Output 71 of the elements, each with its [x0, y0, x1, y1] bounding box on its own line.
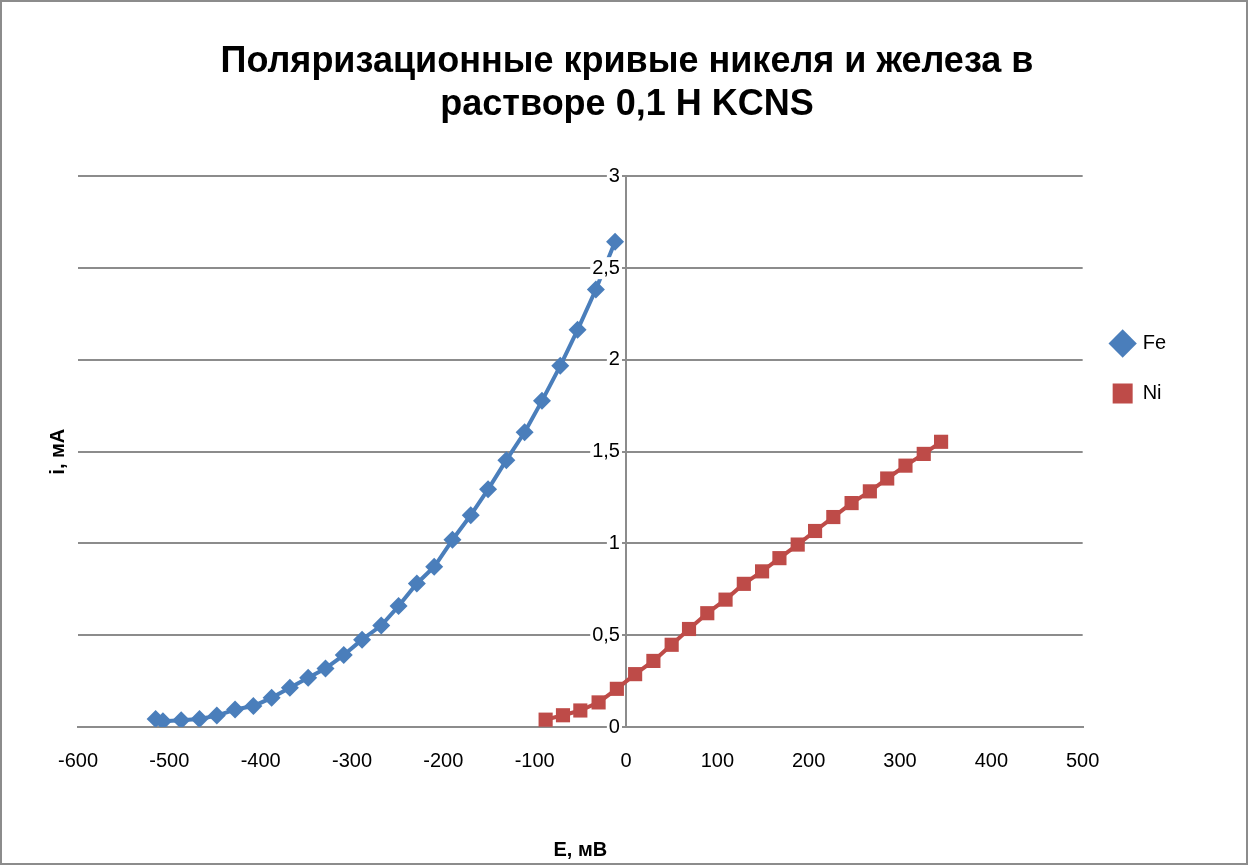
point — [551, 356, 570, 375]
point — [515, 423, 534, 442]
point — [609, 681, 624, 696]
y-tick-label: 1,5 — [592, 439, 620, 462]
point — [407, 574, 426, 593]
point — [862, 484, 877, 499]
point — [372, 616, 391, 635]
point — [497, 451, 516, 470]
point — [772, 551, 787, 566]
y-tick-label: 0,5 — [592, 622, 620, 645]
point — [316, 659, 335, 678]
point — [555, 708, 571, 723]
y-tick-label: 0 — [608, 714, 620, 737]
point — [844, 496, 859, 511]
point — [353, 630, 372, 649]
y-tick-label: 2,5 — [592, 255, 620, 278]
legend-label: Ni — [1142, 381, 1162, 404]
point — [826, 509, 841, 525]
point — [664, 637, 679, 652]
point — [755, 564, 770, 579]
point — [586, 280, 605, 299]
x-tick-label: -600 — [57, 748, 99, 771]
point — [718, 592, 733, 607]
point — [334, 646, 353, 665]
point — [591, 695, 606, 710]
point — [681, 621, 697, 637]
point — [190, 709, 209, 727]
point — [807, 523, 823, 539]
point — [425, 557, 444, 576]
x-tick-label: -500 — [149, 748, 190, 771]
point — [573, 703, 588, 718]
point — [532, 391, 551, 410]
chart-title: Поляризационные кривые никеля и железа в растворе 0,1 Н KCNS — [220, 38, 1034, 123]
point — [389, 597, 408, 616]
point — [207, 706, 226, 725]
point — [538, 712, 553, 727]
point — [700, 606, 715, 621]
point — [244, 697, 263, 716]
x-tick-label: 500 — [1065, 748, 1100, 771]
y-tick-label: 1 — [608, 530, 620, 553]
x-tick-label: 400 — [974, 748, 1009, 771]
point — [461, 506, 480, 525]
point — [736, 576, 751, 591]
point — [172, 711, 191, 727]
x-tick-label: -300 — [331, 748, 373, 771]
point — [606, 232, 625, 251]
y-tick-label: 2 — [608, 347, 620, 370]
point — [262, 688, 281, 707]
x-tick-label: 300 — [883, 748, 917, 771]
point — [226, 700, 245, 719]
point — [568, 320, 587, 339]
point — [628, 667, 643, 682]
point — [280, 678, 299, 697]
x-axis-title: E, мВ — [553, 837, 608, 860]
y-tick-label: 3 — [608, 163, 620, 186]
x-tick-label: -400 — [240, 748, 281, 771]
legend-label: Fe — [1142, 331, 1166, 354]
x-tick-label: 100 — [700, 748, 735, 771]
y-axis-title: i, мА — [45, 428, 68, 475]
x-tick-label: 200 — [791, 748, 826, 771]
point — [646, 653, 661, 668]
x-tick-label: -100 — [514, 748, 555, 771]
point — [916, 446, 931, 461]
point — [443, 530, 462, 549]
point — [934, 434, 949, 449]
point — [479, 480, 498, 499]
point — [880, 471, 895, 486]
point — [790, 537, 805, 552]
x-tick-label: -200 — [423, 748, 464, 771]
point — [299, 668, 318, 687]
point — [898, 458, 913, 473]
